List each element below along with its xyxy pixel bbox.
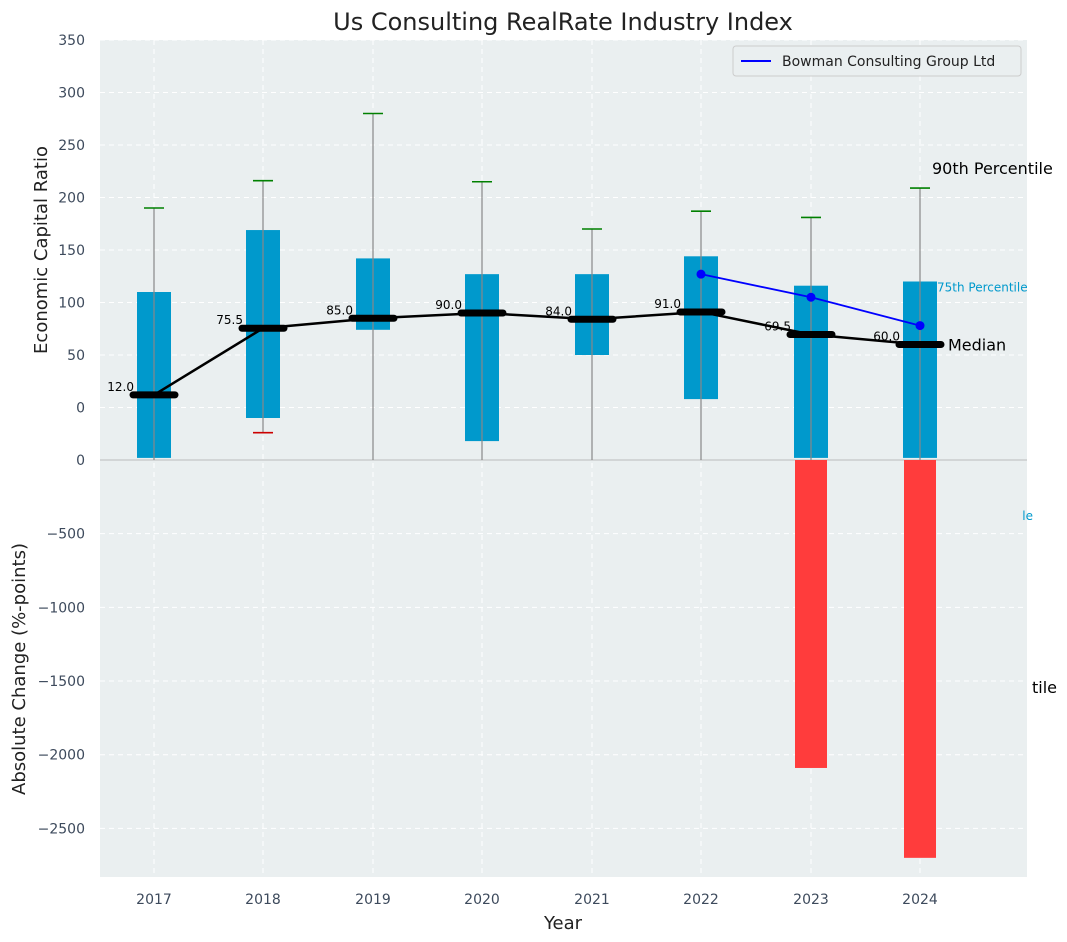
median-value-label: 12.0 bbox=[107, 380, 134, 394]
bottom-y-tick-label: −1000 bbox=[38, 600, 85, 616]
x-axis-label: Year bbox=[543, 913, 583, 934]
company-series-point bbox=[915, 321, 925, 331]
bottom-y-tick-label: −1500 bbox=[38, 674, 85, 690]
median-value-label: 91.0 bbox=[654, 297, 681, 311]
absolute-change-bar bbox=[795, 460, 827, 768]
bottom-y-tick-label: −2000 bbox=[38, 748, 85, 764]
top-y-tick-label: 100 bbox=[58, 296, 85, 312]
top-y-tick-label: 200 bbox=[58, 191, 85, 207]
p90-annotation: 90th Percentile bbox=[932, 159, 1053, 178]
x-tick-label: 2021 bbox=[574, 892, 610, 908]
legend-label: Bowman Consulting Group Ltd bbox=[782, 54, 995, 70]
bottom-y-tick-label: −500 bbox=[47, 527, 85, 543]
top-y-tick-label: 350 bbox=[58, 33, 85, 49]
x-tick-label: 2023 bbox=[793, 892, 829, 908]
median-value-label: 75.5 bbox=[216, 313, 243, 327]
bottom-plot-background bbox=[100, 460, 1027, 877]
p75-annotation: 75th Percentile bbox=[937, 281, 1028, 295]
bottom-plot-area bbox=[100, 460, 1027, 877]
top-y-tick-label: 150 bbox=[58, 243, 85, 259]
x-tick-label: 2024 bbox=[902, 892, 938, 908]
axis-ticks: 0 0 50 100 150 200 250 300 350 −500 −1000 −1500 −200… bbox=[38, 33, 938, 908]
median-value-label: 90.0 bbox=[435, 298, 462, 312]
legend: Bowman Consulting Group Ltd bbox=[732, 45, 1022, 77]
top-y-tick-label: 0 bbox=[76, 453, 85, 469]
chart-labels: 12.0 75.5 85.0 90.0 84.0 91.0 69.5 60.0 90th Per… bbox=[107, 159, 1057, 697]
x-tick-label: 2018 bbox=[245, 892, 281, 908]
top-y-tick-label: 250 bbox=[58, 138, 85, 154]
x-tick-label: 2022 bbox=[683, 892, 719, 908]
bottom-y-tick-label: −2500 bbox=[38, 821, 85, 837]
chart-title: Us Consulting RealRate Industry Index bbox=[333, 8, 793, 36]
median-value-label: 60.0 bbox=[873, 330, 900, 344]
top-y-tick-label: 50 bbox=[67, 348, 85, 364]
median-value-label: 69.5 bbox=[764, 320, 791, 334]
x-tick-label: 2019 bbox=[355, 892, 391, 908]
x-tick-label: 2020 bbox=[464, 892, 500, 908]
median-value-label: 85.0 bbox=[326, 303, 353, 317]
chart-marks bbox=[129, 112, 945, 858]
top-y-tick-label: 300 bbox=[58, 86, 85, 102]
top-y-axis-label: Economic Capital Ratio bbox=[31, 146, 52, 354]
x-tick-label: 2017 bbox=[136, 892, 172, 908]
median-value-label: 84.0 bbox=[545, 304, 572, 318]
bottom-y-axis-label: Absolute Change (%-points) bbox=[9, 543, 30, 795]
company-series-point bbox=[806, 292, 816, 302]
top-y-tick-label: 0 bbox=[76, 401, 85, 417]
legend-box bbox=[732, 45, 1022, 77]
clipped-p75-annotation: le bbox=[1022, 509, 1033, 523]
company-series-point bbox=[696, 269, 706, 279]
absolute-change-bar bbox=[904, 460, 936, 858]
median-annotation: Median bbox=[948, 336, 1006, 355]
clipped-p90-annotation: tile bbox=[1032, 678, 1057, 697]
